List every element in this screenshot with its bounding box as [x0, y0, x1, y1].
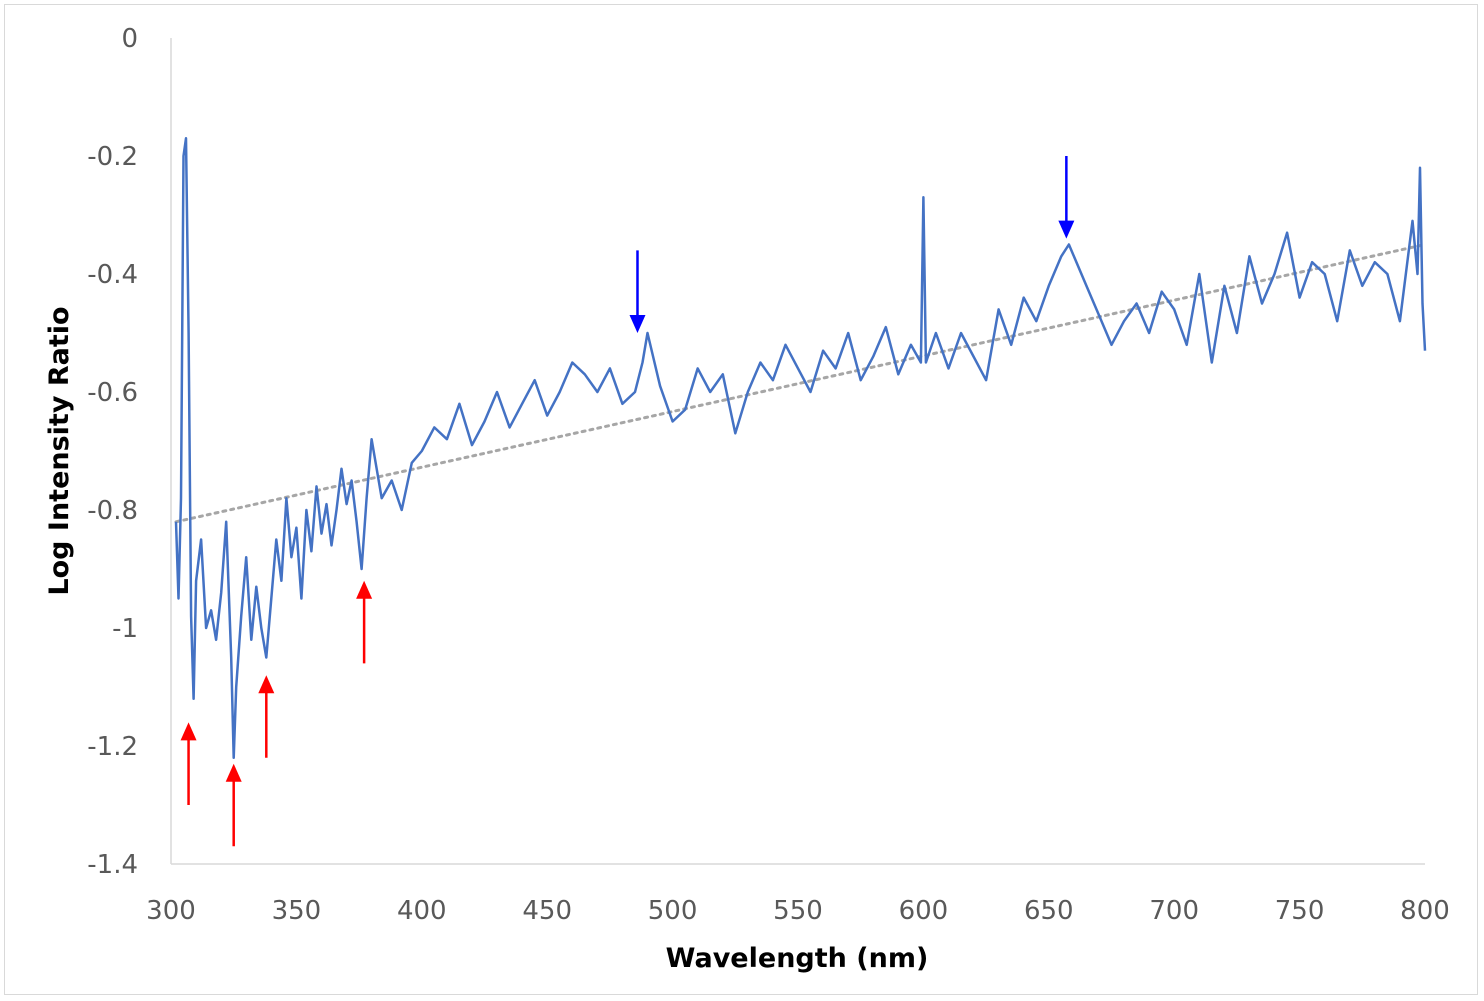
x-axis-title: Wavelength (nm)	[666, 943, 929, 974]
series-layer	[174, 137, 1427, 760]
x-tick-label: 350	[272, 896, 322, 926]
y-tick-label: -1.4	[87, 850, 138, 880]
axes	[170, 38, 1425, 865]
x-tick-label: 450	[522, 896, 572, 926]
y-tick-label: 0	[121, 24, 138, 54]
arrow-head	[180, 722, 197, 741]
x-tick-label: 400	[397, 896, 447, 926]
trendline	[174, 243, 1427, 524]
tick-label-layer: 300 350 400 450 500 550 600 650 700 750 800 0 -0.2 -0…	[87, 24, 1450, 926]
x-tick-label: 600	[899, 896, 949, 926]
arrow-head	[356, 580, 373, 599]
y-axis-title: Log Intensity Ratio	[44, 306, 75, 595]
y-tick-label: -0.6	[87, 378, 138, 408]
y-tick-label: -1	[112, 614, 138, 644]
arrow-head	[258, 675, 275, 694]
series-line	[174, 137, 1427, 760]
arrow-head	[1058, 220, 1075, 239]
arrow-head	[225, 763, 242, 782]
x-tick-label: 750	[1275, 896, 1325, 926]
y-tick-label: -0.2	[87, 142, 138, 172]
chart-frame	[4, 4, 1478, 995]
trendline-layer	[174, 243, 1427, 524]
x-tick-label: 700	[1149, 896, 1199, 926]
y-tick-label: -0.8	[87, 496, 138, 526]
annotation-layer	[180, 156, 1075, 847]
x-tick-label: 550	[773, 896, 823, 926]
y-tick-label: -1.2	[87, 732, 138, 762]
x-tick-label: 800	[1400, 896, 1450, 926]
y-tick-label: -0.4	[87, 260, 138, 290]
x-tick-label: 300	[146, 896, 196, 926]
x-tick-label: 500	[648, 896, 698, 926]
arrow-head	[629, 315, 646, 333]
x-tick-label: 650	[1024, 896, 1074, 926]
